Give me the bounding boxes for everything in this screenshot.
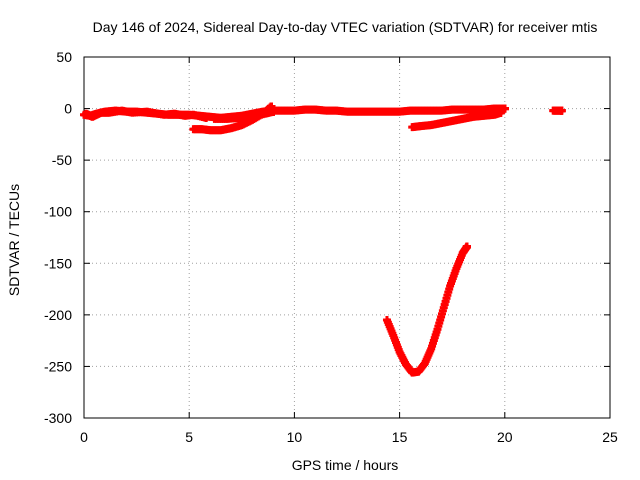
x-tick-label: 5 (185, 429, 193, 445)
x-tick-label: 25 (602, 429, 618, 445)
x-tick-label: 10 (287, 429, 303, 445)
series-5 (408, 108, 505, 132)
y-axis-label: SDTVAR / TECUs (6, 184, 22, 296)
x-tick-label: 0 (80, 429, 88, 445)
y-tick-label: -250 (44, 358, 72, 374)
series-4 (210, 107, 278, 123)
axis-ticks (83, 56, 611, 419)
y-tick-label: -100 (44, 204, 72, 220)
x-tick-label: 15 (392, 429, 408, 445)
series-7 (549, 106, 566, 115)
data-series (80, 102, 566, 377)
y-tick-label: -150 (44, 255, 72, 271)
chart-title: Day 146 of 2024, Sidereal Day-to-day VTE… (93, 19, 598, 35)
y-tick-label: 50 (56, 49, 72, 65)
series-2 (82, 106, 211, 122)
y-tick-label: -300 (44, 410, 72, 426)
tick-labels: 0 5 10 15 20 25 50 0 -50 -100 -150 -200 -250 -300 (44, 49, 618, 445)
y-tick-label: 0 (64, 101, 72, 117)
series-6 (382, 242, 471, 377)
x-axis-label: GPS time / hours (292, 457, 399, 473)
grid-lines (84, 57, 610, 418)
x-tick-label: 20 (497, 429, 513, 445)
plot-frame (83, 56, 611, 419)
y-tick-label: -50 (52, 152, 72, 168)
y-tick-label: -200 (44, 307, 72, 323)
